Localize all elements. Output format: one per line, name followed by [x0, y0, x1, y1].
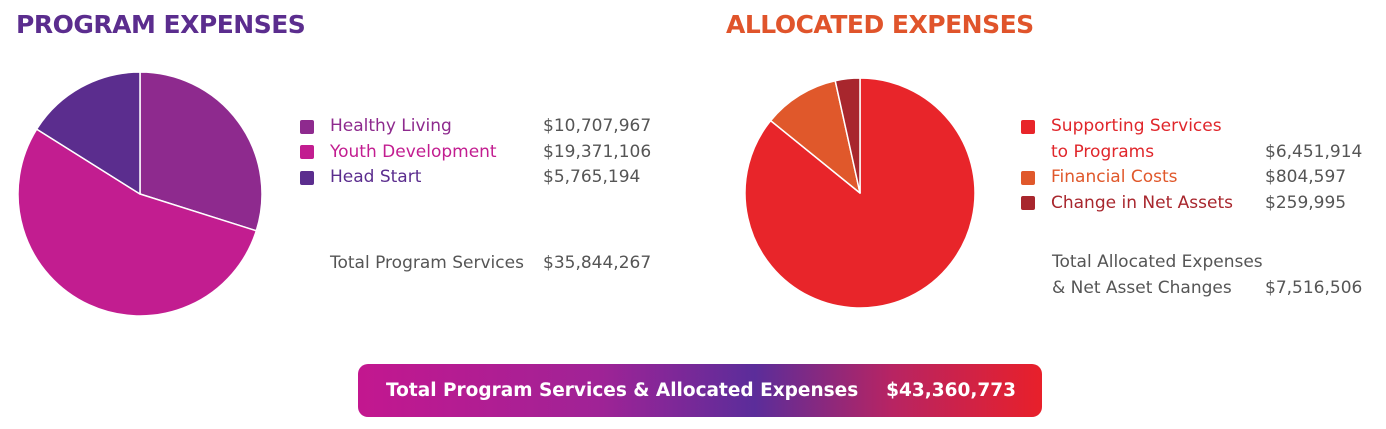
legend-value: $6,451,914 [1265, 141, 1363, 162]
allocated-total-line2: & Net Asset Changes $7,516,506 [1052, 275, 1372, 301]
legend-value: $804,597 [1265, 167, 1347, 187]
legend-label: Healthy Living [330, 116, 452, 136]
pie-slice-healthy-living [139, 71, 263, 232]
pie-slice-financial-costs [769, 79, 861, 194]
allocated-total-label-line1: Total Allocated Expenses [1052, 252, 1263, 272]
pie-slice-youth-development [17, 128, 258, 317]
allocated-expenses-legend: Supporting Services to Programs $6,451,9… [1021, 114, 1371, 216]
program-total-label: Total Program Services [330, 253, 524, 273]
legend-swatch [1021, 170, 1035, 185]
legend-value: $19,371,106 [543, 141, 652, 162]
legend-swatch [300, 145, 314, 160]
legend-label: Change in Net Assets [1051, 192, 1233, 213]
legend-swatch [1021, 196, 1035, 211]
pie-slice-head-start [35, 71, 141, 195]
legend-swatch [300, 119, 314, 134]
allocated-total: Total Allocated Expenses & Net Asset Cha… [1052, 249, 1372, 301]
program-expenses-pie [17, 71, 263, 317]
legend-item-supporting-services: Supporting Services [1021, 114, 1371, 140]
program-expenses-title: PROGRAM EXPENSES [16, 10, 306, 39]
legend-swatch [1021, 119, 1035, 134]
legend-label: Youth Development [330, 141, 497, 162]
legend-label: to Programs [1051, 141, 1155, 162]
allocated-expenses-pie [744, 77, 976, 309]
allocated-total-value: $7,516,506 [1265, 278, 1363, 298]
legend-value: $5,765,194 [543, 167, 641, 187]
program-total: Total Program Services $35,844,267 [330, 250, 651, 276]
pie-slice-change-in-net-assets [834, 77, 861, 194]
legend-label: Supporting Services [1051, 116, 1222, 136]
legend-item-head-start: Head Start $5,765,194 [300, 165, 680, 191]
allocated-expenses-title: ALLOCATED EXPENSES [726, 10, 1034, 39]
grand-total-label: Total Program Services & Allocated Expen… [386, 380, 859, 401]
legend-swatch [300, 170, 314, 185]
program-total-value: $35,844,267 [543, 253, 652, 273]
legend-value: $10,707,967 [543, 116, 652, 136]
program-expenses-legend: Healthy Living $10,707,967 Youth Develop… [300, 114, 680, 191]
legend-item-youth-development: Youth Development $19,371,106 [300, 140, 680, 166]
legend-item-financial-costs: Financial Costs $804,597 [1021, 165, 1371, 191]
allocated-total-label-line2: & Net Asset Changes [1052, 278, 1232, 298]
legend-item-supporting-services-line2: to Programs $6,451,914 [1021, 140, 1371, 166]
legend-label: Head Start [330, 167, 422, 187]
grand-total-banner: Total Program Services & Allocated Expen… [358, 364, 1042, 417]
grand-total-value: $43,360,773 [886, 380, 1016, 401]
legend-label: Financial Costs [1051, 167, 1178, 187]
legend-value: $259,995 [1265, 192, 1347, 213]
legend-item-healthy-living: Healthy Living $10,707,967 [300, 114, 680, 140]
legend-item-change-in-net-assets: Change in Net Assets $259,995 [1021, 191, 1371, 217]
